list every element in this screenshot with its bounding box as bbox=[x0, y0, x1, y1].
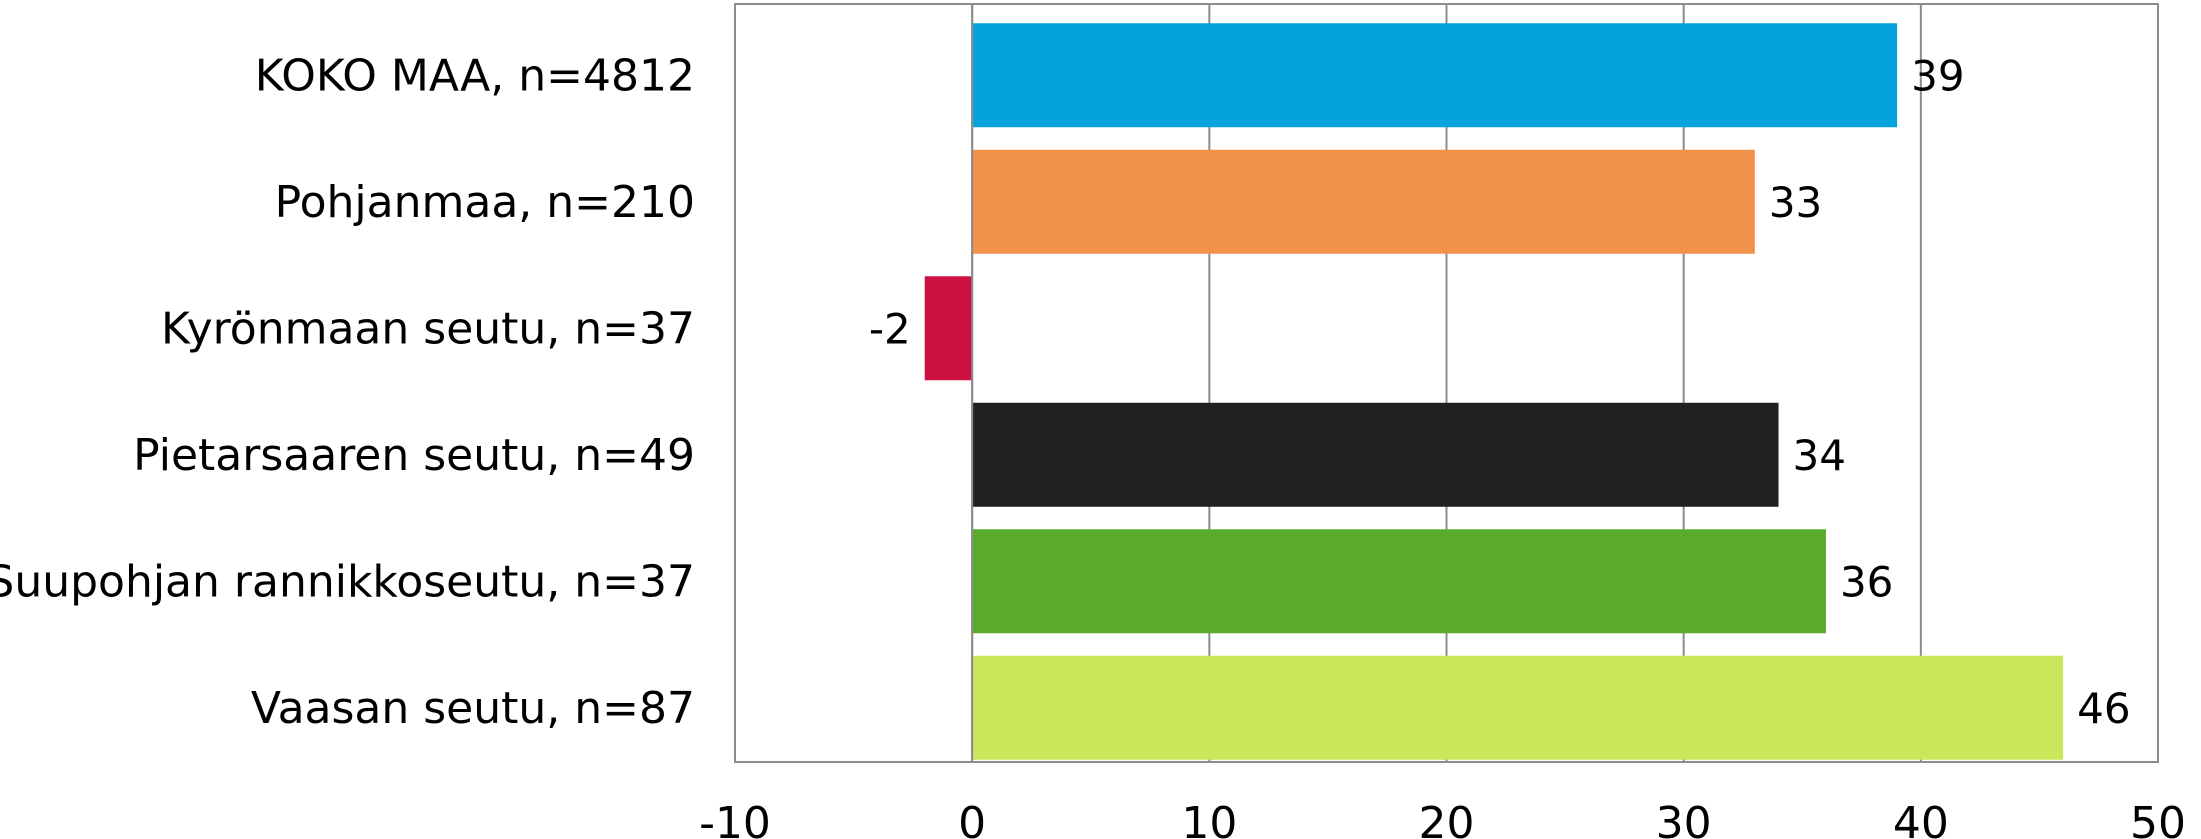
value-label: 36 bbox=[1840, 557, 1893, 606]
value-label: -2 bbox=[869, 304, 911, 353]
value-label: 33 bbox=[1769, 178, 1822, 227]
x-tick-label: 20 bbox=[1419, 798, 1475, 839]
category-label: Kyrönmaan seutu, n=37 bbox=[161, 303, 695, 354]
x-tick-label: 0 bbox=[958, 798, 986, 839]
category-label: Pietarsaaren seutu, n=49 bbox=[133, 430, 695, 481]
category-label: Pohjanmaa, n=210 bbox=[275, 177, 695, 228]
bar-1 bbox=[972, 149, 1755, 254]
x-tick-label: 50 bbox=[2130, 798, 2186, 839]
bar-4 bbox=[972, 529, 1826, 634]
labels: -10 0 10 20 30 40 50 KOKO MAA, n=4812 39 Pohjanma… bbox=[0, 50, 2186, 839]
value-label: 46 bbox=[2077, 684, 2130, 733]
bar-5 bbox=[972, 655, 2064, 760]
x-tick-label: 40 bbox=[1893, 798, 1949, 839]
x-tick-label: 10 bbox=[1181, 798, 1237, 839]
value-label: 34 bbox=[1793, 431, 1846, 480]
x-tick-label: 30 bbox=[1656, 798, 1712, 839]
bar-3 bbox=[972, 402, 1779, 507]
bar-0 bbox=[972, 23, 1898, 128]
category-label: KOKO MAA, n=4812 bbox=[255, 50, 695, 101]
plot-area-frame bbox=[734, 3, 2159, 763]
bars bbox=[924, 23, 2064, 760]
category-label: Vaasan seutu, n=87 bbox=[251, 683, 695, 734]
category-label: Suupohjan rannikkoseutu, n=37 bbox=[0, 556, 695, 607]
value-label: 39 bbox=[1911, 51, 1964, 100]
x-tick-label: -10 bbox=[699, 798, 771, 839]
bar-2 bbox=[924, 276, 973, 381]
